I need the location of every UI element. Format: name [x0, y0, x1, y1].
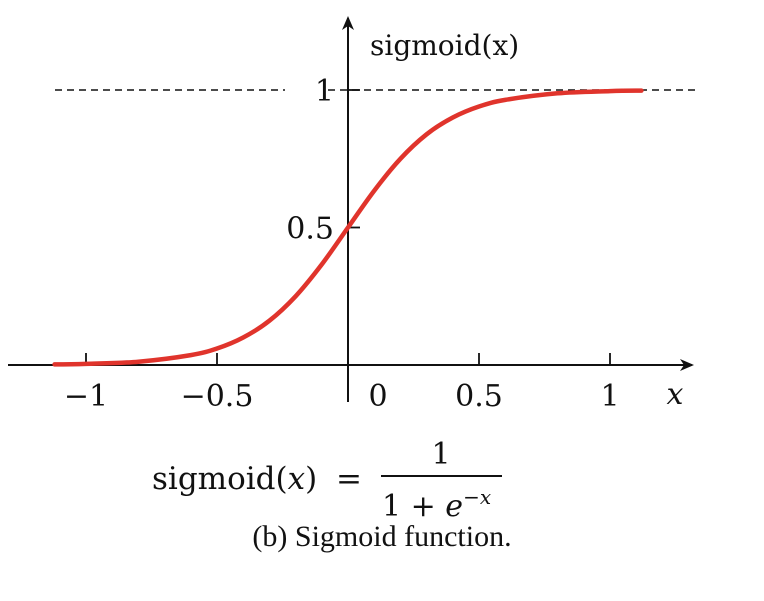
formula-lhs-fn: sigmoid(	[152, 461, 288, 497]
x-tick-label-4: 1	[600, 379, 619, 414]
y-axis-label: sigmoid(x)	[370, 29, 519, 62]
x-tick-label-3: 0.5	[455, 379, 503, 414]
svg-text:sigmoid(x): sigmoid(x)	[152, 461, 317, 497]
y-tick-label-1: 1	[315, 74, 334, 109]
x-ticks: −1 −0.5 0 0.5 1	[64, 353, 620, 414]
axes	[8, 16, 694, 402]
x-axis-label: x	[667, 377, 684, 412]
x-tick-label-1: −0.5	[181, 379, 254, 414]
sigmoid-curve	[52, 88, 644, 367]
formula-equals: =	[336, 461, 362, 497]
formula-numerator: 1	[431, 437, 450, 472]
formula: sigmoid(x) = 1 1 + e−x	[152, 437, 502, 524]
x-tick-label-2: 0	[368, 379, 387, 414]
y-ticks: 0.51	[286, 74, 360, 247]
formula-den-exp: −x	[463, 485, 491, 509]
formula-den-base: 1 +	[382, 489, 445, 524]
y-tick-label-0: 0.5	[286, 212, 334, 247]
formula-den-e: e	[445, 489, 463, 524]
series-layer	[52, 88, 644, 367]
figure-caption: (b) Sigmoid function.	[252, 520, 512, 553]
x-tick-label-0: −1	[64, 379, 108, 414]
formula-lhs-close: )	[305, 461, 317, 497]
svg-text:1 + e−x: 1 + e−x	[382, 485, 491, 524]
formula-lhs-var: x	[288, 461, 306, 497]
